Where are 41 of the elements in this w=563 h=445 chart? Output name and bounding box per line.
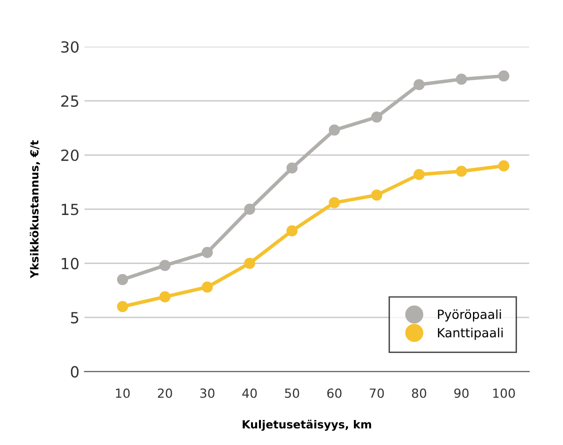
x-tick-label: 40	[242, 388, 257, 398]
y-tick-label: 0	[70, 366, 79, 378]
point	[498, 70, 510, 82]
x-tick-label: 90	[454, 388, 469, 398]
point	[328, 197, 340, 208]
point	[202, 246, 213, 258]
point	[117, 274, 128, 286]
x-tick-label: 60	[327, 388, 342, 398]
x-tick-label: 80	[412, 388, 426, 398]
x-tick-label: 70	[370, 388, 384, 398]
legend-label: Kanttipaali	[438, 328, 503, 340]
x-tick-label: 50	[285, 388, 300, 398]
x-tick-label: 100	[493, 388, 515, 398]
point	[371, 112, 382, 123]
point	[414, 168, 425, 180]
y-tick-label: 25	[61, 95, 78, 107]
y-tick-label: 10	[62, 258, 79, 270]
y-tick-label: 5	[71, 312, 78, 324]
point	[244, 258, 256, 269]
y-tick-label: 20	[61, 149, 79, 162]
point	[456, 166, 467, 177]
point	[202, 282, 213, 293]
y-tick-label: 30	[61, 41, 79, 53]
x-axis-title: Kuljetusetäisyys, km	[242, 420, 372, 431]
y-tick-label: 15	[62, 204, 78, 216]
point	[117, 301, 128, 312]
point	[244, 204, 256, 215]
point	[159, 291, 170, 302]
point	[414, 79, 425, 90]
y-axis-title: Yksikkökustannus, €/t	[30, 140, 40, 278]
legend-label: Pyöröpaali	[438, 309, 501, 322]
x-tick-label: 10	[116, 388, 130, 398]
point	[286, 162, 298, 174]
point	[371, 190, 382, 201]
x-tick-label: 30	[200, 388, 214, 398]
point	[286, 225, 298, 236]
point	[498, 160, 510, 172]
point	[328, 124, 340, 136]
point	[456, 74, 467, 85]
x-tick-label: 20	[158, 388, 172, 398]
point	[159, 260, 170, 272]
